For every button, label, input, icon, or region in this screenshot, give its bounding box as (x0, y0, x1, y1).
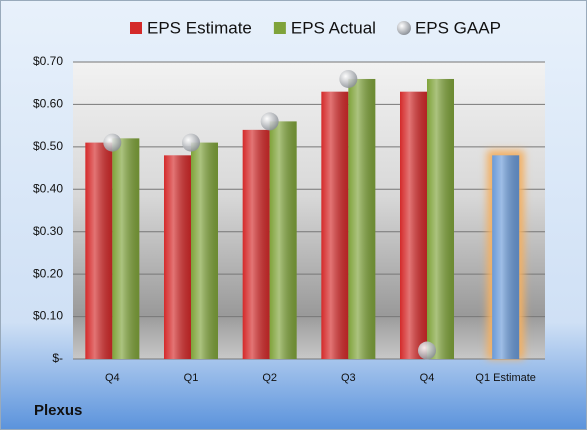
bar-shine (164, 155, 191, 359)
bar-shine (427, 78, 454, 359)
legend-label: EPS GAAP (415, 18, 501, 37)
bar-shine (112, 138, 140, 359)
y-tick-label: $0.60 (33, 97, 63, 111)
y-tick-label: $- (52, 351, 63, 365)
bar-shine (321, 91, 349, 359)
gaap-marker (260, 112, 279, 131)
legend-marker (130, 22, 142, 34)
bar-shine (191, 142, 218, 359)
legend-label: EPS Actual (291, 18, 376, 37)
x-tick-label: Q4 (105, 372, 120, 384)
y-tick-label: $0.40 (33, 181, 63, 195)
bar-shine (400, 91, 427, 359)
bar-shine (269, 121, 297, 360)
plot-area (73, 62, 545, 359)
legend-label: EPS Estimate (147, 18, 252, 37)
bar-shine (242, 129, 270, 359)
gaap-marker (418, 341, 436, 360)
y-tick-label: $0.70 (33, 54, 63, 68)
bar-shine (85, 142, 113, 359)
gaap-marker (182, 133, 200, 152)
x-tick-label: Q1 Estimate (475, 372, 536, 384)
y-tick-label: $0.50 (33, 139, 63, 153)
bar-shine (348, 78, 376, 359)
y-tick-label: $0.30 (33, 224, 63, 238)
bar-shine (492, 155, 520, 359)
x-tick-label: Q1 (184, 372, 199, 384)
gaap-marker (103, 133, 122, 152)
x-tick-label: Q2 (262, 372, 277, 384)
x-tick-label: Q4 (420, 372, 435, 384)
y-tick-label: $0.10 (33, 309, 63, 323)
legend-marker (273, 22, 286, 34)
legend-marker (396, 21, 411, 35)
x-tick-label: Q3 (341, 372, 356, 384)
gaap-marker (339, 69, 358, 88)
y-tick-label: $0.20 (33, 266, 63, 280)
company-name: Plexus (34, 402, 82, 419)
